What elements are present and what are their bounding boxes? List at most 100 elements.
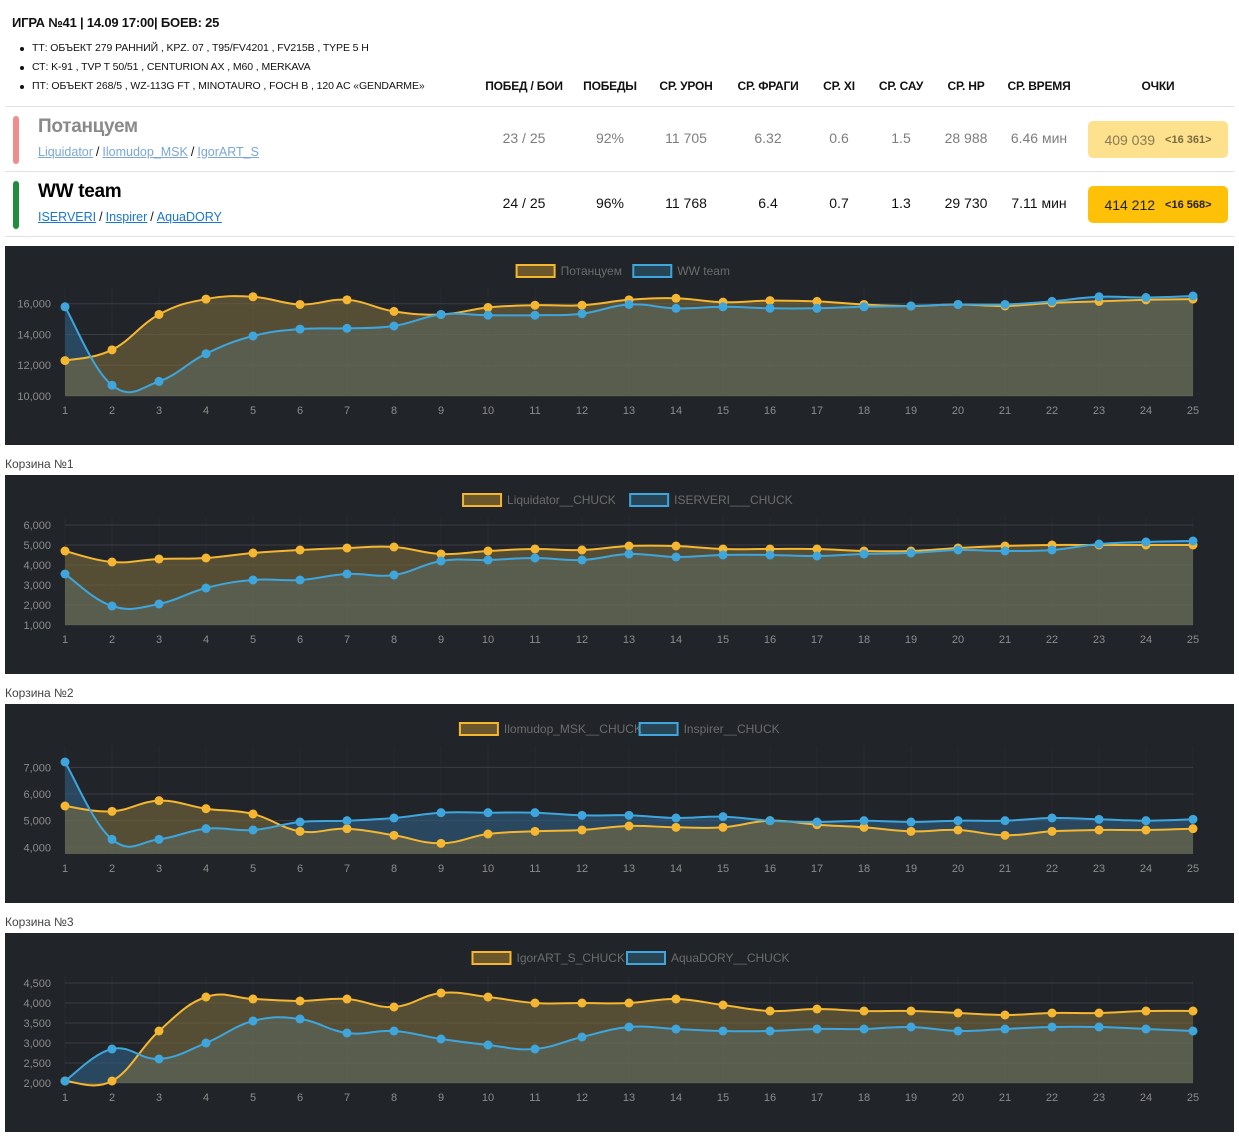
team-name: Потанцуем: [38, 116, 138, 137]
x-tick-label: 6: [297, 1092, 303, 1104]
x-tick-label: 4: [203, 1092, 209, 1104]
stat-avg-frags: 6.4: [758, 195, 778, 211]
player-link[interactable]: Inspirer: [105, 210, 148, 224]
x-tick-label: 3: [156, 1092, 162, 1104]
x-tick-label: 8: [391, 1092, 397, 1104]
x-tick-label: 14: [670, 1092, 682, 1104]
col-head-points[interactable]: ОЧКИ: [1141, 79, 1175, 93]
player-link[interactable]: Liquidator: [38, 145, 93, 159]
data-point: [342, 994, 352, 1004]
data-point: [624, 810, 634, 820]
col-head-avg-spg[interactable]: СР. САУ: [878, 79, 924, 93]
y-tick-label: 4,500: [23, 978, 51, 990]
data-point: [60, 569, 70, 579]
data-point: [577, 810, 587, 820]
x-tick-label: 2: [109, 1092, 115, 1104]
player-link[interactable]: IgorART_S: [197, 145, 259, 159]
data-point: [295, 324, 305, 334]
data-point: [671, 994, 681, 1004]
data-point: [624, 299, 634, 309]
x-tick-label: 3: [156, 634, 162, 646]
data-point: [671, 293, 681, 303]
data-point: [765, 1006, 775, 1016]
data-point: [1047, 296, 1057, 306]
data-point: [60, 757, 70, 767]
data-point: [953, 545, 963, 555]
data-point: [1188, 814, 1198, 824]
stat-avg-spg: 1.5: [891, 130, 911, 146]
team-color-bar: [13, 181, 19, 229]
x-tick-label: 11: [529, 405, 540, 417]
col-head-avg-frags[interactable]: СР. ФРАГИ: [737, 79, 799, 93]
stat-winrate: 92%: [595, 130, 625, 146]
x-tick-label: 25: [1187, 863, 1199, 875]
data-point: [60, 801, 70, 811]
data-point: [812, 1024, 822, 1034]
data-point: [483, 555, 493, 565]
x-tick-label: 10: [482, 634, 494, 646]
data-point: [295, 826, 305, 836]
x-tick-label: 18: [858, 634, 870, 646]
x-tick-label: 22: [1046, 405, 1058, 417]
data-point: [295, 1014, 305, 1024]
x-tick-label: 24: [1140, 863, 1152, 875]
x-tick-label: 14: [670, 405, 682, 417]
data-point: [624, 821, 634, 831]
x-tick-label: 12: [576, 634, 588, 646]
data-point: [295, 996, 305, 1006]
player-link[interactable]: Ilomudop_MSK: [102, 145, 188, 159]
stat-avg-hp: 28 988: [944, 130, 988, 146]
x-tick-label: 14: [670, 634, 682, 646]
x-tick-label: 7: [344, 634, 350, 646]
data-point: [342, 1028, 352, 1038]
data-point: [1000, 1024, 1010, 1034]
player-link[interactable]: ISERVERI: [38, 210, 97, 224]
x-tick-label: 23: [1093, 863, 1105, 875]
data-point: [1094, 539, 1104, 549]
data-point: [671, 541, 681, 551]
x-tick-label: 3: [156, 405, 162, 417]
data-point: [1094, 1008, 1104, 1018]
data-point: [107, 1044, 117, 1054]
col-head-avg-hp[interactable]: СР. HP: [947, 79, 985, 93]
legend-label: Потанцуем: [561, 264, 622, 278]
x-tick-label: 19: [905, 405, 917, 417]
data-point: [577, 998, 587, 1008]
data-point: [389, 1026, 399, 1036]
data-point: [483, 808, 493, 818]
col-head-winrate[interactable]: ПОБЕДЫ: [583, 79, 637, 93]
col-head-avg-xi[interactable]: СР. XI: [823, 79, 855, 93]
x-tick-label: 10: [482, 405, 494, 417]
data-point: [812, 551, 822, 561]
tank-list-td: ПТ: ОБЪЕКТ 268/5 , WZ-113G FT , MINOTAUR…: [20, 77, 425, 96]
data-point: [107, 557, 117, 567]
x-tick-label: 13: [623, 863, 635, 875]
col-head-avg-damage[interactable]: СР. УРОН: [659, 79, 713, 93]
data-point: [671, 822, 681, 832]
data-point: [1141, 816, 1151, 826]
data-point: [1141, 1024, 1151, 1034]
player-link[interactable]: AquaDORY: [156, 210, 222, 224]
data-point: [154, 309, 164, 319]
x-tick-label: 15: [717, 1092, 729, 1104]
x-tick-label: 19: [905, 1092, 917, 1104]
legend-label: Inspirer__CHUCK: [684, 722, 780, 736]
basket-label-2: Корзина №2: [5, 686, 74, 700]
x-tick-label: 23: [1093, 634, 1105, 646]
y-tick-label: 16,000: [17, 299, 51, 311]
col-head-avg-time[interactable]: СР. ВРЕМЯ: [1007, 79, 1071, 93]
x-tick-label: 22: [1046, 634, 1058, 646]
data-point: [295, 299, 305, 309]
data-point: [812, 303, 822, 313]
x-tick-label: 14: [670, 863, 682, 875]
x-tick-label: 12: [576, 405, 588, 417]
x-tick-label: 10: [482, 1092, 494, 1104]
data-point: [248, 825, 258, 835]
col-head-wins-battles[interactable]: ПОБЕД / БОИ: [485, 79, 563, 93]
x-tick-label: 11: [529, 1092, 540, 1104]
x-tick-label: 11: [529, 863, 540, 875]
data-point: [671, 552, 681, 562]
legend-label: Ilomudop_MSK__CHUCK: [504, 722, 642, 736]
x-tick-label: 23: [1093, 405, 1105, 417]
